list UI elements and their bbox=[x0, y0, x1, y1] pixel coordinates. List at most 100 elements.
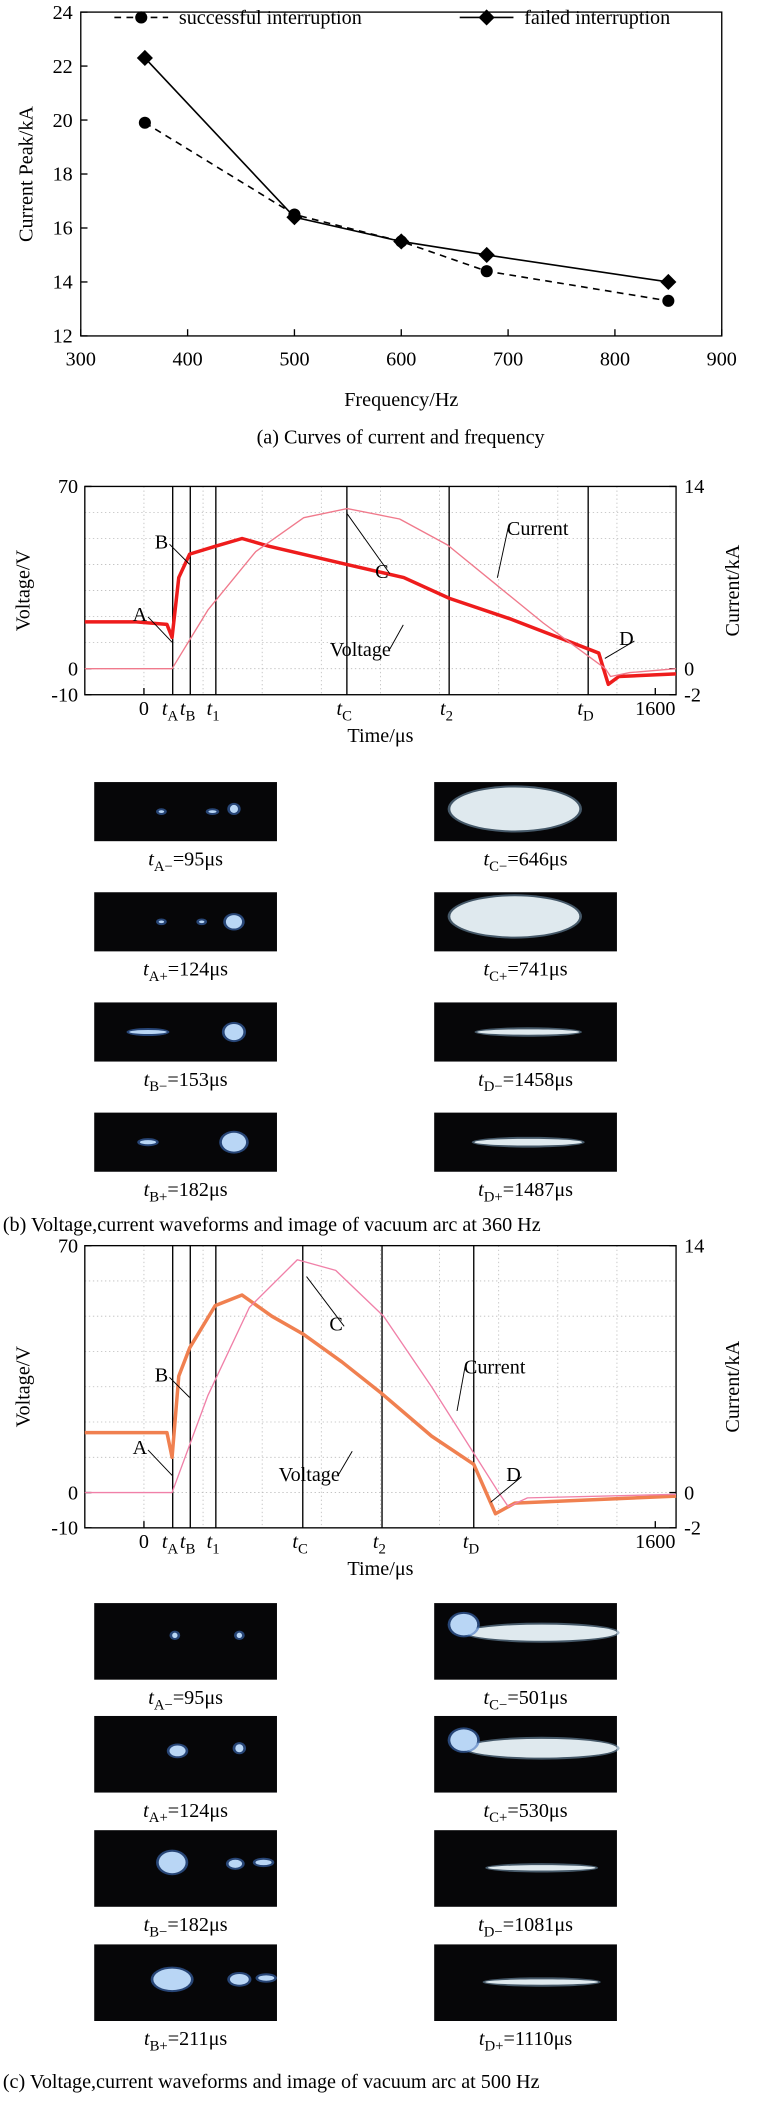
frame-caption-part: =124μs bbox=[168, 959, 228, 981]
y-tick-label: 70 bbox=[58, 476, 78, 498]
y2-axis-label: Current/kA bbox=[722, 1340, 744, 1432]
frame-caption-part: t bbox=[143, 1800, 149, 1822]
arc-core bbox=[229, 1973, 249, 1985]
y2-tick-label: 0 bbox=[684, 658, 694, 680]
frame-caption-part: A+ bbox=[149, 969, 168, 985]
x-tick-label: tC bbox=[292, 1531, 308, 1557]
label-leader bbox=[456, 1366, 466, 1412]
frame-caption-part: D+ bbox=[484, 1189, 503, 1205]
x-tick-label-part: t bbox=[440, 698, 446, 720]
frame-caption-part: C− bbox=[489, 859, 507, 875]
x-tick-label-part: t bbox=[207, 698, 213, 720]
y-tick-label: 20 bbox=[53, 110, 73, 132]
frame-caption-part: t bbox=[144, 2028, 150, 2050]
frame-caption-part: t bbox=[484, 848, 490, 870]
x-tick-label-part: t bbox=[463, 1531, 469, 1553]
x-tick-label: 0 bbox=[139, 1531, 149, 1553]
arc-core bbox=[139, 1140, 157, 1145]
caption: (a) Curves of current and frequency bbox=[257, 426, 545, 448]
frame-caption: tD+=1487μs bbox=[478, 1179, 573, 1205]
frame-caption-part: C− bbox=[489, 1697, 507, 1713]
y-tick-label: 70 bbox=[58, 1235, 78, 1257]
arc-core bbox=[153, 1968, 191, 1991]
y-tick-label: 24 bbox=[53, 2, 73, 24]
series-label: Voltage bbox=[279, 1464, 340, 1486]
frame-caption-part: t bbox=[484, 1800, 490, 1822]
arc-core bbox=[450, 896, 580, 937]
x-tick-label-part: D bbox=[583, 708, 594, 724]
frame-caption-part: D− bbox=[484, 1079, 503, 1095]
frame-caption-part: A+ bbox=[149, 1810, 168, 1826]
arc-core bbox=[466, 1738, 617, 1758]
caption: (b) Voltage,current waveforms and image … bbox=[3, 1214, 541, 1236]
x-tick-label: tD bbox=[577, 698, 594, 724]
arc-core bbox=[208, 810, 217, 813]
point-label: D bbox=[619, 628, 634, 650]
x-tick-label: 1600 bbox=[635, 1531, 675, 1553]
series-label: Current bbox=[507, 518, 569, 540]
frame-caption-part: B+ bbox=[150, 2039, 168, 2055]
arc-image bbox=[94, 1002, 277, 1062]
marker bbox=[480, 265, 493, 278]
x-tick-label-part: A bbox=[167, 708, 178, 724]
frame-caption: tB+=182μs bbox=[144, 1179, 228, 1205]
frame-caption-part: t bbox=[478, 1914, 484, 1936]
frame-caption-part: t bbox=[148, 1687, 154, 1709]
marker bbox=[478, 246, 495, 264]
arc-core bbox=[158, 920, 165, 924]
frame-caption-part: =501μs bbox=[507, 1687, 567, 1709]
frame-caption-part: D− bbox=[484, 1924, 503, 1940]
x-tick-label-part: B bbox=[185, 1541, 195, 1557]
plot-frame bbox=[84, 485, 677, 696]
point-label: B bbox=[155, 531, 168, 553]
frame-caption-part: =182μs bbox=[167, 1179, 227, 1201]
arc-core bbox=[235, 1744, 244, 1753]
series-label: Current bbox=[464, 1356, 526, 1378]
frame-caption-part: =646μs bbox=[507, 848, 567, 870]
arc-core bbox=[450, 787, 580, 831]
label-leader bbox=[147, 1449, 173, 1476]
frame-caption-part: B− bbox=[149, 1079, 167, 1095]
frame-caption-part: =1110μs bbox=[503, 2028, 572, 2050]
x-tick-label-part: 2 bbox=[378, 1541, 385, 1557]
current-line bbox=[84, 507, 677, 678]
marker bbox=[136, 49, 153, 67]
point-label: C bbox=[329, 1313, 342, 1335]
marker bbox=[662, 294, 675, 307]
y-axis-label: Current Peak/kA bbox=[15, 106, 37, 242]
plot-frame bbox=[84, 1244, 677, 1529]
frame-caption-part: =153μs bbox=[167, 1069, 227, 1091]
frame-caption: tA+=124μs bbox=[143, 1800, 228, 1826]
arc-image bbox=[94, 892, 277, 952]
x-tick-label: 500 bbox=[279, 349, 309, 371]
series-label: Voltage bbox=[330, 639, 391, 661]
arc-core bbox=[158, 1851, 186, 1874]
arc-core bbox=[450, 1613, 478, 1636]
arc-core bbox=[474, 1138, 582, 1146]
point-label: C bbox=[375, 561, 388, 583]
y-tick-label: 14 bbox=[53, 272, 73, 294]
x-tick-label: 1600 bbox=[635, 698, 675, 720]
frame-caption: tA−=95μs bbox=[148, 1687, 223, 1713]
frame-caption-part: A− bbox=[154, 859, 173, 875]
marker bbox=[393, 233, 410, 250]
arc-core bbox=[129, 1029, 167, 1035]
arc-core bbox=[450, 1729, 478, 1751]
arc-core bbox=[236, 1632, 243, 1639]
x-tick-label-part: t bbox=[373, 1531, 379, 1553]
frame-caption: tB+=211μs bbox=[144, 2028, 227, 2054]
arc-core bbox=[199, 920, 205, 924]
arc-core bbox=[485, 1979, 599, 1985]
y-axis-label: Voltage/V bbox=[13, 1346, 35, 1428]
x-tick-label-part: A bbox=[167, 1541, 178, 1557]
y2-axis-label: Current/kA bbox=[722, 544, 744, 636]
frame-caption-part: t bbox=[484, 1687, 490, 1709]
legend-marker bbox=[135, 11, 148, 24]
frame-caption: tC−=646μs bbox=[484, 848, 568, 874]
point-label: A bbox=[133, 1437, 148, 1459]
frame-caption-part: t bbox=[144, 1069, 150, 1091]
frame-caption-part: =182μs bbox=[167, 1914, 227, 1936]
frame-caption-part: =741μs bbox=[507, 959, 567, 981]
